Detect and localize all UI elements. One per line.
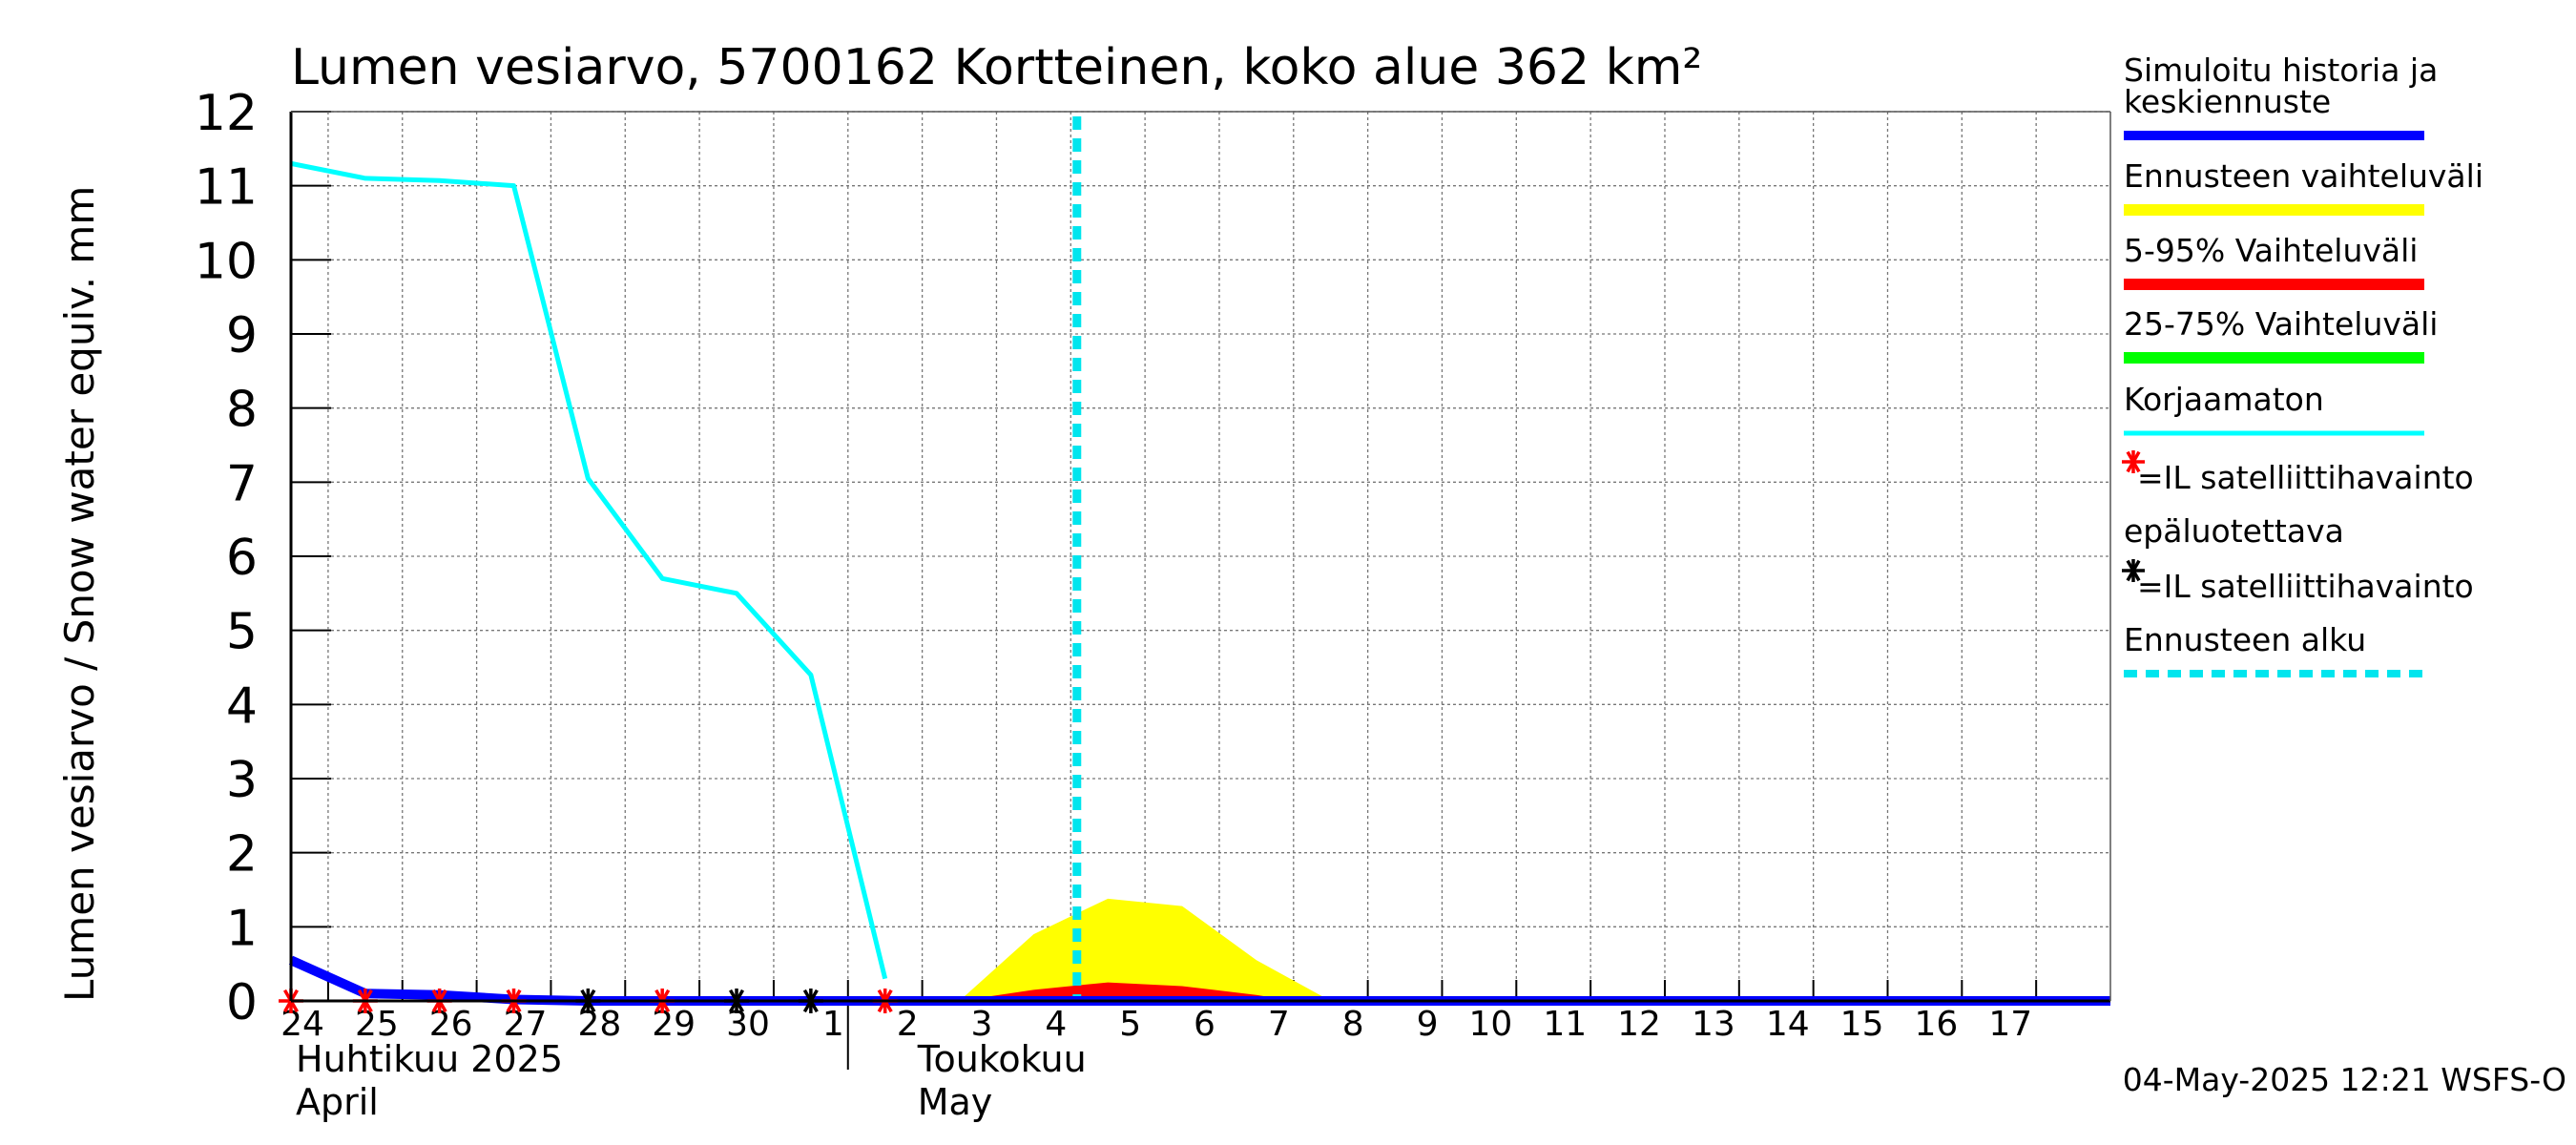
series-uncorrected-line — [290, 160, 888, 980]
x-tick-label: 17 — [1988, 1005, 2032, 1044]
x-tick-label: 14 — [1766, 1005, 1810, 1044]
x-tick-label: 16 — [1915, 1005, 1959, 1044]
x-tick-label: 7 — [1268, 1005, 1290, 1044]
y-tick-label: 11 — [195, 159, 258, 217]
x-tick-label: 6 — [1194, 1005, 1215, 1044]
x-tick-label: 24 — [280, 1005, 324, 1044]
x-tick-label: 10 — [1468, 1005, 1512, 1044]
month-label-fi: Huhtikuu 2025 — [296, 1038, 563, 1080]
x-tick-label: 3 — [971, 1005, 993, 1044]
x-tick-label: 28 — [577, 1005, 621, 1044]
x-tick-label: 8 — [1342, 1005, 1364, 1044]
y-tick-label: 3 — [226, 752, 258, 809]
x-tick-label: 5 — [1119, 1005, 1141, 1044]
legend-label-unreliable-2: epäluotettava — [2124, 512, 2344, 550]
y-tick-label: 4 — [226, 677, 258, 735]
y-tick-label: 5 — [226, 604, 258, 661]
y-tick-label: 2 — [226, 826, 258, 884]
x-tick-label: 12 — [1617, 1005, 1661, 1044]
x-tick-label: 13 — [1692, 1005, 1735, 1044]
month-label-en: May — [918, 1081, 993, 1123]
x-tick-label: 4 — [1045, 1005, 1067, 1044]
legend-marker-unreliable — [2122, 450, 2145, 473]
legend-label: Korjaamaton — [2124, 381, 2324, 418]
x-tick-label: 29 — [652, 1005, 696, 1044]
legend-label: 5-95% Vaihteluväli — [2124, 232, 2418, 269]
x-tick-label: 30 — [726, 1005, 770, 1044]
y-tick-label: 8 — [226, 382, 258, 439]
x-tick-label: 25 — [355, 1005, 399, 1044]
legend-label-mean-2: keskiennuste — [2124, 83, 2331, 120]
x-tick-label: 26 — [429, 1005, 473, 1044]
x-tick-label: 15 — [1840, 1005, 1884, 1044]
timestamp: 04-May-2025 12:21 WSFS-O — [2123, 1061, 2566, 1098]
month-label-en: April — [296, 1081, 379, 1123]
legend-marker-reliable — [2122, 559, 2145, 582]
y-tick-label: 12 — [195, 85, 258, 142]
y-tick-label: 0 — [226, 974, 258, 1031]
x-tick-label: 11 — [1543, 1005, 1587, 1044]
legend-label: Ennusteen vaihteluväli — [2124, 157, 2483, 195]
y-tick-label: 9 — [226, 307, 258, 364]
y-axis-label: Lumen vesiarvo / Snow water equiv. mm — [56, 186, 103, 1002]
y-tick-label: 1 — [226, 900, 258, 957]
legend-label-unreliable: =IL satelliittihavainto — [2137, 459, 2474, 496]
x-tick-label: 2 — [897, 1005, 919, 1044]
y-tick-label: 6 — [226, 530, 258, 587]
plot-background — [291, 112, 2110, 1001]
legend-label-forecast-start: Ennusteen alku — [2124, 621, 2366, 658]
x-tick-label: 1 — [822, 1005, 844, 1044]
chart-title: Lumen vesiarvo, 5700162 Kortteinen, koko… — [291, 39, 1702, 96]
month-label-fi: Toukokuu — [917, 1038, 1087, 1080]
band-ffff00 — [959, 898, 1331, 1001]
y-tick-label: 7 — [226, 455, 258, 512]
y-tick-label: 10 — [195, 233, 258, 290]
legend-label-mean: Simuloitu historia ja — [2124, 52, 2438, 89]
legend-label: 25-75% Vaihteluväli — [2124, 305, 2438, 343]
legend-label-reliable: =IL satelliittihavainto — [2137, 568, 2474, 605]
x-tick-label: 9 — [1417, 1005, 1439, 1044]
x-tick-label: 27 — [504, 1005, 548, 1044]
